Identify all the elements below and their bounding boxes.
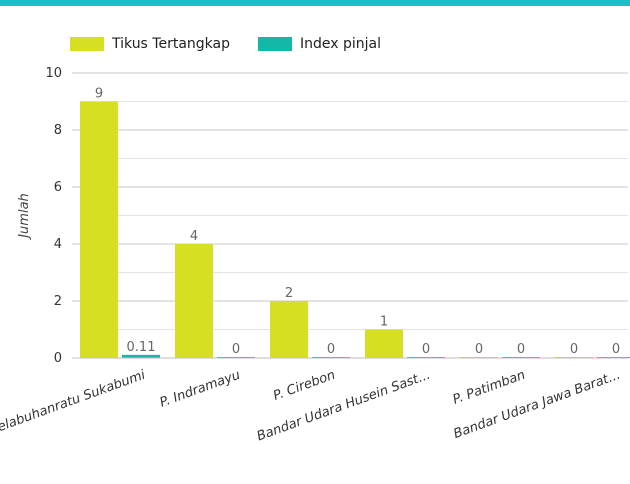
legend: Tikus Tertangkap Index pinjal — [70, 36, 381, 52]
bar-tikus-tertangkap — [365, 329, 403, 358]
x-tick-label: P. Patimban — [451, 368, 528, 408]
bar-index-pinjal — [122, 354, 160, 358]
legend-label-index-pinjal: Index pinjal — [300, 36, 382, 52]
data-label: 0 — [232, 342, 240, 357]
legend-swatch-tikus — [70, 37, 104, 51]
data-label: 1 — [380, 315, 388, 330]
bar-tikus-tertangkap — [270, 301, 308, 358]
x-tick-label: Pelabuhanratu Sukabumi — [0, 368, 148, 438]
data-label: 0.11 — [127, 340, 156, 355]
data-label: 2 — [285, 286, 293, 301]
data-label: 0 — [327, 342, 335, 357]
x-tick-label: P. Indramayu — [158, 368, 243, 411]
y-axis-title: Jumlah — [17, 193, 32, 241]
top-accent-bar — [0, 0, 630, 6]
data-label: 0 — [570, 342, 578, 357]
data-label: 0 — [517, 342, 525, 357]
data-label: 4 — [190, 229, 198, 244]
bar-tikus-tertangkap — [175, 244, 213, 358]
bar-tikus-tertangkap — [80, 101, 118, 358]
data-label: 0 — [422, 342, 430, 357]
legend-label-tikus: Tikus Tertangkap — [112, 36, 231, 52]
data-label: 0 — [612, 342, 620, 357]
y-tick-label: 10 — [45, 66, 62, 81]
x-tick-label: Bandar Udara Jawa Barat... — [452, 368, 623, 442]
y-tick-label: 8 — [54, 123, 62, 138]
legend-swatch-index-pinjal — [258, 37, 293, 51]
data-label: 9 — [95, 87, 103, 102]
x-tick-label: Bandar Udara Husein Sast... — [255, 368, 432, 445]
y-tick-label: 0 — [54, 351, 62, 366]
x-tick-label: P. Cirebon — [271, 368, 337, 404]
y-tick-label: 6 — [54, 180, 62, 195]
data-label: 0 — [475, 342, 483, 357]
legend-item-index-pinjal[interactable]: Index pinjal — [258, 36, 381, 52]
y-tick-label: 4 — [54, 237, 62, 252]
legend-item-tikus[interactable]: Tikus Tertangkap — [70, 36, 230, 52]
y-tick-label: 2 — [54, 294, 62, 309]
